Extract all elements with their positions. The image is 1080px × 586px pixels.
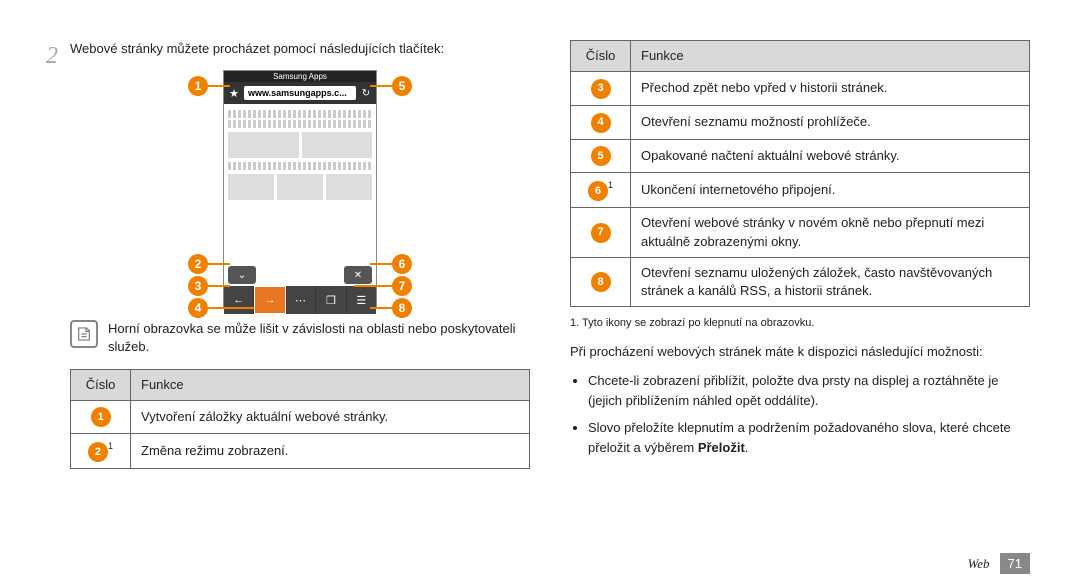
step-block: 2 Webové stránky můžete procházet pomocí… xyxy=(70,40,530,58)
th-number: Číslo xyxy=(71,369,131,400)
table-row: 7Otevření webové stránky v novém okně ne… xyxy=(571,208,1030,257)
marker-4: 4 xyxy=(188,298,208,318)
page-footer: Web 71 xyxy=(968,553,1030,574)
marker-6: 6 xyxy=(392,254,412,274)
footnote: 1. Tyto ikony se zobrazí po klepnutí na … xyxy=(570,317,1030,329)
marker-3: 3 xyxy=(188,276,208,296)
table-row: 3Přechod zpět nebo vpřed v historii strá… xyxy=(571,72,1030,106)
table-row: 8Otevření seznamu uložených záložek, čas… xyxy=(571,257,1030,306)
step-text: Webové stránky můžete procházet pomocí n… xyxy=(70,41,444,56)
table-row: 61Ukončení internetového připojení. xyxy=(571,173,1030,208)
th-function: Funkce xyxy=(631,41,1030,72)
table-row: 5Opakované načtení aktuální webové strán… xyxy=(571,139,1030,173)
th-function: Funkce xyxy=(131,369,530,400)
options-list: Chcete-li zobrazení přiblížit, položte d… xyxy=(570,371,1030,457)
right-column: Číslo Funkce 3Přechod zpět nebo vpřed v … xyxy=(570,40,1030,566)
marker-8: 8 xyxy=(392,298,412,318)
th-number: Číslo xyxy=(571,41,631,72)
left-column: 2 Webové stránky můžete procházet pomocí… xyxy=(70,40,530,566)
note-block: Horní obrazovka se může lišit v závislos… xyxy=(70,320,530,356)
bottom-bar: ← → ⋯ ❐ ☰ xyxy=(224,286,376,314)
table-row: 4Otevření seznamu možností prohlížeče. xyxy=(571,105,1030,139)
options-intro: Při procházení webových stránek máte k d… xyxy=(570,343,1030,361)
back-icon: ← xyxy=(224,286,254,314)
marker-5: 5 xyxy=(392,76,412,96)
note-icon xyxy=(70,320,98,348)
forward-icon: → xyxy=(254,286,285,314)
chevron-down-icon: ⌄ xyxy=(228,266,256,284)
list-item: Slovo přeložíte klepnutím a podržením po… xyxy=(588,418,1030,457)
function-table-left: Číslo Funkce 1Vytvoření záložky aktuální… xyxy=(70,369,530,470)
function-table-right: Číslo Funkce 3Přechod zpět nebo vpřed v … xyxy=(570,40,1030,307)
marker-1: 1 xyxy=(188,76,208,96)
marker-2: 2 xyxy=(188,254,208,274)
menu-icon: ⋯ xyxy=(286,286,316,314)
section-name: Web xyxy=(968,556,990,572)
mid-bar: ⌄ ✕ xyxy=(224,264,376,286)
note-text: Horní obrazovka se může lišit v závislos… xyxy=(108,320,530,356)
step-number: 2 xyxy=(46,40,58,74)
marker-7: 7 xyxy=(392,276,412,296)
page-content xyxy=(224,104,376,264)
list-item: Chcete-li zobrazení přiblížit, položte d… xyxy=(588,371,1030,410)
table-row: 1Vytvoření záložky aktuální webové strán… xyxy=(71,400,530,434)
page-number: 71 xyxy=(1000,553,1030,574)
windows-icon: ❐ xyxy=(316,286,346,314)
close-icon: ✕ xyxy=(344,266,372,284)
url-text: www.samsungapps.c... xyxy=(244,86,356,100)
bookmarks-icon: ☰ xyxy=(347,286,376,314)
phone-titlebar: Samsung Apps xyxy=(224,71,376,82)
reload-icon: ↻ xyxy=(358,85,374,101)
phone-screen: Samsung Apps ★ www.samsungapps.c... ↻ ⌄ … xyxy=(223,70,377,308)
table-row: 21Změna režimu zobrazení. xyxy=(71,434,530,469)
address-bar: ★ www.samsungapps.c... ↻ xyxy=(224,82,376,104)
star-icon: ★ xyxy=(226,85,242,101)
phone-illustration: Samsung Apps ★ www.samsungapps.c... ↻ ⌄ … xyxy=(190,70,410,308)
